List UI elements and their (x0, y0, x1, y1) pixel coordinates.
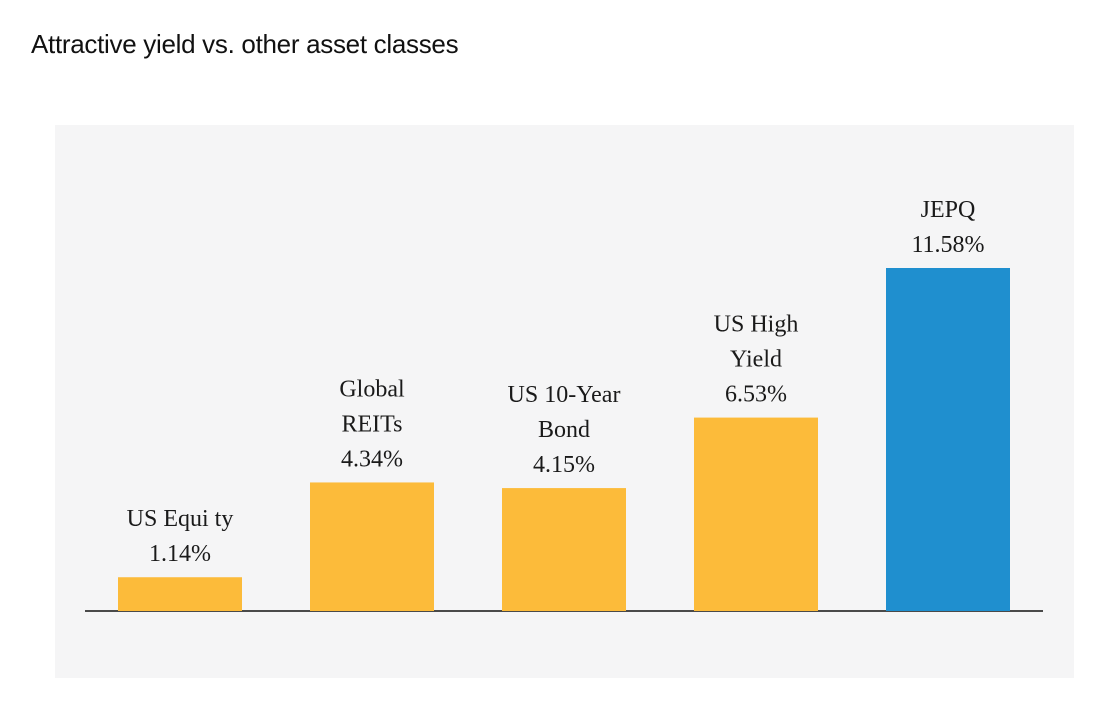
data-label-3: 6.53% (725, 382, 787, 408)
bar-2 (502, 488, 626, 611)
category-label-4-0: JEPQ (921, 197, 976, 223)
bar-0 (118, 577, 242, 611)
bar-1 (310, 482, 434, 611)
chart-panel: US Equi ty 1.14% Global REITs 4.34% US 10-Yea… (55, 125, 1074, 678)
category-label-0-0: US Equi ty (127, 506, 234, 532)
bar-3 (694, 417, 818, 611)
data-label-4: 11.58% (911, 232, 984, 258)
bar-chart: US Equi ty 1.14% Global REITs 4.34% US 10-Yea… (85, 197, 1043, 612)
bar-4 (886, 268, 1010, 611)
category-label-2-0: US 10-Year (508, 382, 621, 408)
category-label-3-1: Yield (730, 347, 782, 373)
page-title: Attractive yield vs. other asset classes (31, 29, 459, 59)
data-label-0: 1.14% (149, 541, 211, 567)
category-label-1-0: Global (339, 376, 405, 402)
category-label-2-1: Bond (538, 417, 590, 443)
data-label-2: 4.15% (533, 452, 595, 478)
category-label-1-1: REITs (342, 411, 403, 437)
data-label-1: 4.34% (341, 446, 403, 472)
category-label-3-0: US High (714, 312, 799, 338)
